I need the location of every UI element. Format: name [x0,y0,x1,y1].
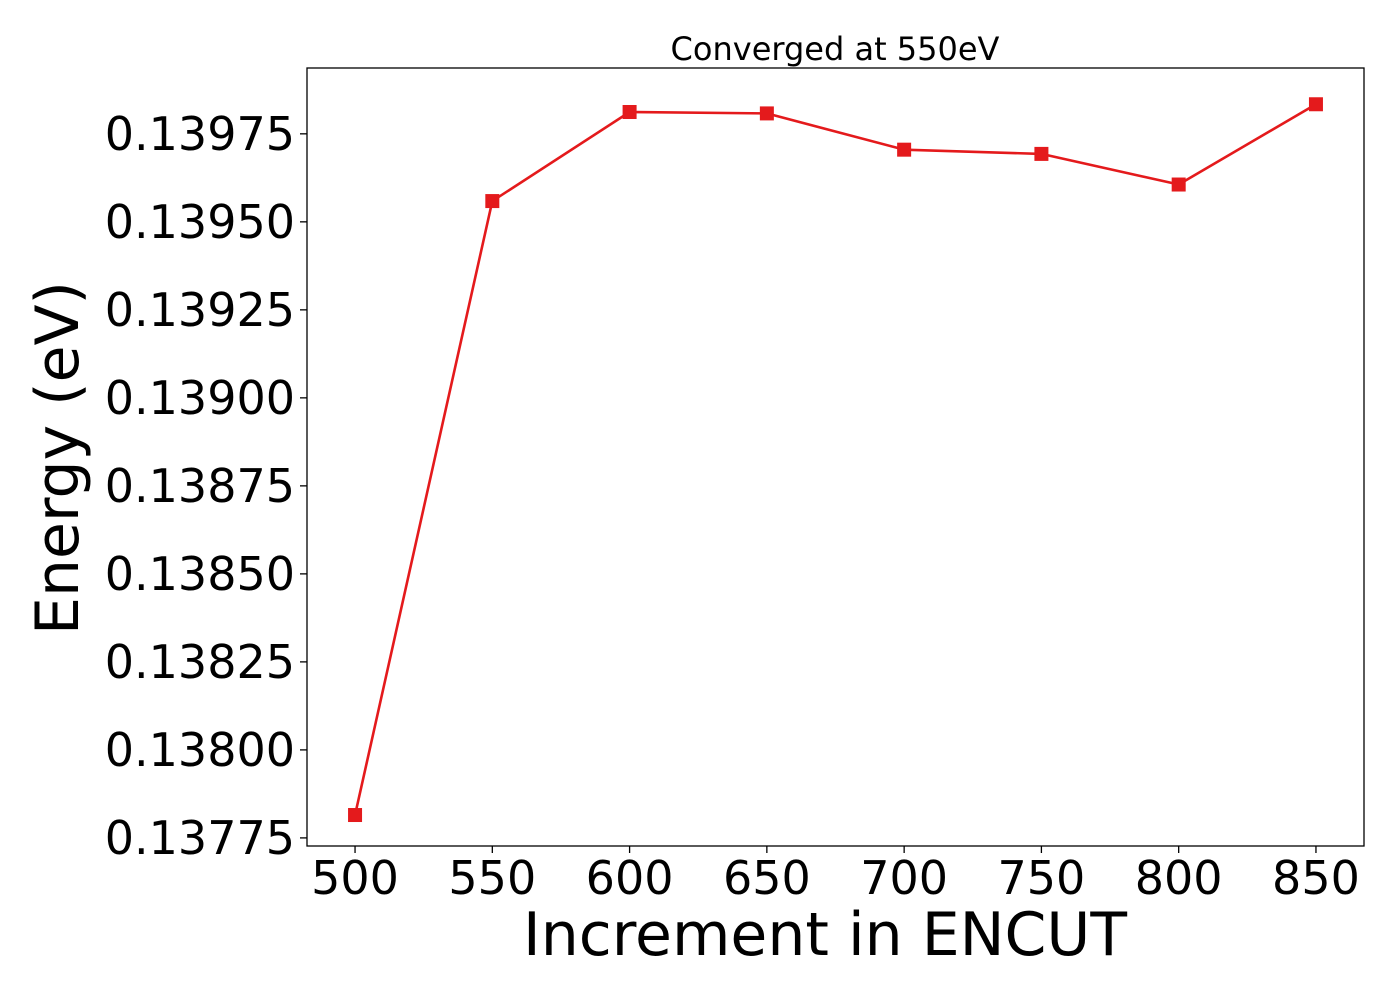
x-tick-label: 550 [448,851,536,905]
data-point-marker [622,105,637,120]
x-tick-label: 750 [998,851,1086,905]
y-tick-label: 0.13850 [105,547,295,601]
y-tick-label: 0.13825 [105,635,295,689]
data-point-marker [1308,97,1323,112]
x-tick-label: 700 [860,851,948,905]
y-tick-label: 0.13775 [105,811,295,865]
x-tick-label: 600 [586,851,674,905]
y-axis-label: Energy (eV) [23,281,93,635]
data-point-marker [348,808,363,823]
y-tick-label: 0.13875 [105,459,295,513]
y-tick-label: 0.13950 [105,195,295,249]
y-axis: 0.13775 0.13800 0.13825 0.13850 0.13875 0.139… [105,107,307,865]
plot-frame [306,67,1365,847]
data-point-marker [1171,177,1186,192]
y-tick-label: 0.13800 [105,723,295,777]
y-tick-label: 0.13925 [105,283,295,337]
chart-title: Converged at 550eV [671,30,1000,68]
x-tick-label: 650 [723,851,811,905]
x-tick-label: 500 [311,851,399,905]
data-point-marker [897,142,912,157]
x-tick-label: 800 [1135,851,1223,905]
series-line [353,103,1317,816]
data-point-marker [485,194,500,209]
data-point-marker [759,106,774,121]
plot-marks [348,97,1323,823]
y-tick-label: 0.13975 [105,107,295,161]
x-axis-label: Increment in ENCUT [523,900,1127,970]
data-point-marker [1034,146,1049,161]
x-axis: 500 550 600 650 700 750 800 850 [311,846,1360,905]
y-tick-label: 0.13900 [105,371,295,425]
x-tick-label: 850 [1272,851,1360,905]
